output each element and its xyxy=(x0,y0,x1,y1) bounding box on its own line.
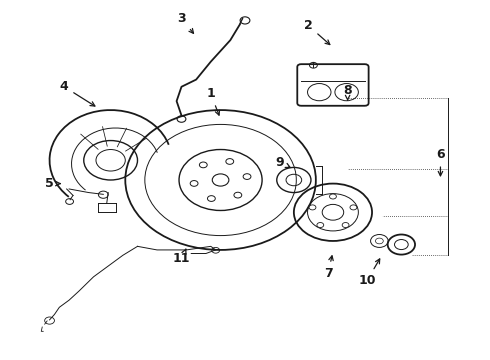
Circle shape xyxy=(226,159,234,164)
Circle shape xyxy=(199,162,207,168)
Text: 5: 5 xyxy=(45,177,60,190)
Text: 9: 9 xyxy=(275,156,290,168)
Text: 1: 1 xyxy=(206,87,220,115)
Circle shape xyxy=(234,192,242,198)
Text: 3: 3 xyxy=(177,12,194,33)
Text: 11: 11 xyxy=(173,249,190,265)
Text: 10: 10 xyxy=(358,259,380,287)
Text: 4: 4 xyxy=(60,80,95,106)
Text: 6: 6 xyxy=(436,148,445,176)
Circle shape xyxy=(350,205,357,210)
Circle shape xyxy=(330,194,336,199)
Text: 2: 2 xyxy=(304,19,330,45)
Circle shape xyxy=(317,222,324,228)
Circle shape xyxy=(309,205,316,210)
Circle shape xyxy=(243,174,251,179)
Text: 8: 8 xyxy=(343,84,352,100)
Circle shape xyxy=(342,222,349,228)
Circle shape xyxy=(190,181,198,186)
Circle shape xyxy=(212,174,229,186)
Circle shape xyxy=(207,196,215,201)
Text: 7: 7 xyxy=(324,256,333,280)
